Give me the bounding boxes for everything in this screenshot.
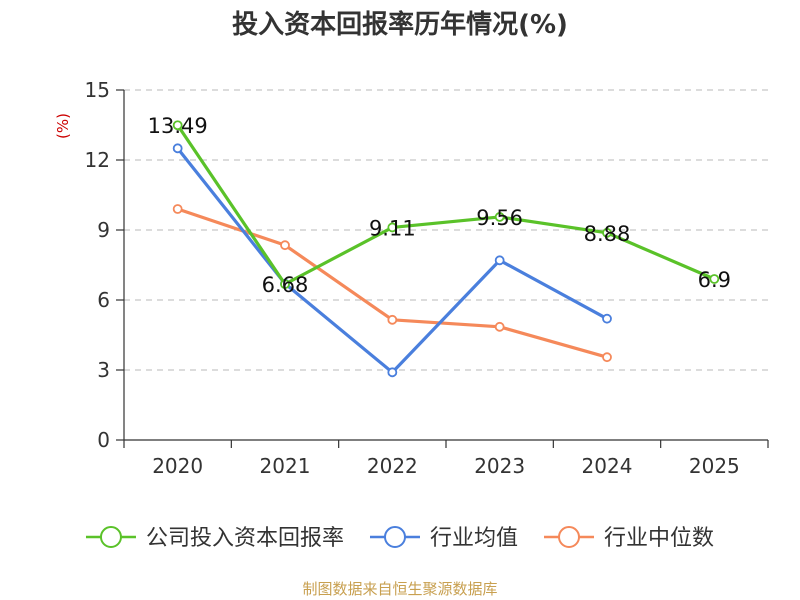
legend-item: 行业中位数: [544, 526, 714, 551]
y-tick-label: 6: [97, 288, 110, 312]
legend-marker: [99, 526, 122, 548]
y-axis-label: (%): [54, 113, 72, 139]
data-point: [494, 255, 505, 266]
data-point: [709, 274, 720, 284]
data-labels: 13.49 6.68 9.11 9.56 8.88 6.9: [148, 114, 731, 297]
data-point: [387, 314, 398, 325]
data-point: [602, 313, 612, 324]
legend-item: 公司投入资本回报率: [85, 526, 344, 551]
legend-marker: [383, 526, 406, 548]
series-line: [176, 123, 716, 286]
x-tick-label: 2020: [152, 454, 203, 478]
y-tick-label: 12: [85, 148, 110, 172]
legend-label: 行业均值: [430, 526, 518, 551]
x-tick-label: 2021: [260, 454, 311, 478]
source-note: 制图数据来自恒生聚源数据库: [302, 580, 497, 598]
axes: 0 3 6 9 12 15 2020 2021 2022 2023 2024 2025: [85, 78, 769, 478]
legend: 公司投入资本回报率 行业均值 行业中位数: [85, 526, 714, 551]
grid-lines: [124, 89, 768, 371]
data-point: [172, 143, 183, 154]
data-point: [602, 352, 612, 363]
chart-title: 投入资本回报率历年情况(%): [232, 9, 568, 40]
data-point: [172, 204, 183, 214]
data-label: 9.56: [476, 206, 523, 230]
y-tick-label: 15: [85, 78, 110, 102]
data-point: [172, 120, 183, 131]
data-point: [494, 212, 505, 222]
data-point: [387, 222, 398, 233]
legend-marker: [558, 526, 581, 548]
legend-label: 行业中位数: [604, 526, 714, 551]
data-label: 8.88: [584, 222, 631, 246]
y-tick-label: 0: [97, 428, 110, 452]
data-label: 9.11: [369, 216, 416, 240]
series-group: [172, 120, 720, 378]
data-point: [602, 227, 612, 238]
data-point: [387, 367, 398, 378]
legend-label: 公司投入资本回报率: [146, 526, 344, 551]
data-point: [280, 279, 290, 290]
y-tick-label: 9: [97, 218, 110, 242]
x-tick-label: 2022: [367, 454, 418, 478]
x-tick-label: 2023: [474, 454, 525, 478]
data-label: 6.68: [262, 273, 309, 297]
data-label: 6.9: [698, 268, 731, 292]
y-tick-label: 3: [97, 358, 110, 382]
data-point: [494, 321, 505, 332]
data-label: 13.49: [148, 114, 208, 138]
x-tick-label: 2024: [582, 454, 633, 478]
data-point: [280, 240, 290, 251]
x-tick-label: 2025: [689, 454, 740, 478]
legend-item: 行业均值: [369, 526, 518, 551]
